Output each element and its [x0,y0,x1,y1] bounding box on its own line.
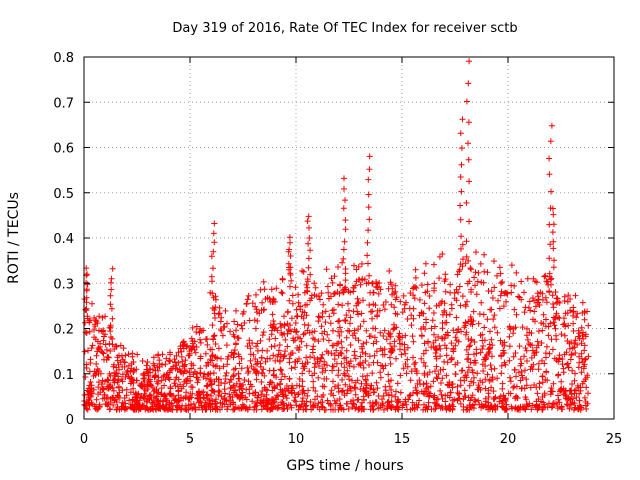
axis-ticks [83,56,615,420]
y-tick-label: 0.7 [53,96,74,111]
x-tick-label: 25 [606,432,623,447]
x-tick-label: 15 [394,432,411,447]
roti-markers [81,58,592,413]
y-tick-label: 0.5 [53,187,74,202]
data-points [81,58,592,413]
y-tick-label: 0 [66,413,74,428]
x-axis-label: GPS time / hours [286,458,403,474]
chart-title: Day 319 of 2016, Rate Of TEC Index for r… [172,21,517,36]
y-axis-label: ROTI / TECUs [6,192,22,284]
y-tick-labels: 0 0.1 0.2 0.3 0.4 0.5 0.6 0.7 0.8 [53,51,74,428]
y-tick-label: 0.3 [53,277,74,292]
x-tick-label: 10 [288,432,305,447]
y-tick-label: 0.4 [53,232,74,247]
y-tick-label: 0.2 [53,323,74,338]
x-tick-label: 0 [80,432,88,447]
x-tick-label: 5 [186,432,194,447]
y-tick-label: 0.6 [53,142,74,157]
y-tick-label: 0.8 [53,51,74,66]
x-tick-labels: 0 5 10 15 20 25 [80,432,622,447]
x-tick-label: 20 [500,432,517,447]
y-tick-label: 0.1 [53,368,74,383]
